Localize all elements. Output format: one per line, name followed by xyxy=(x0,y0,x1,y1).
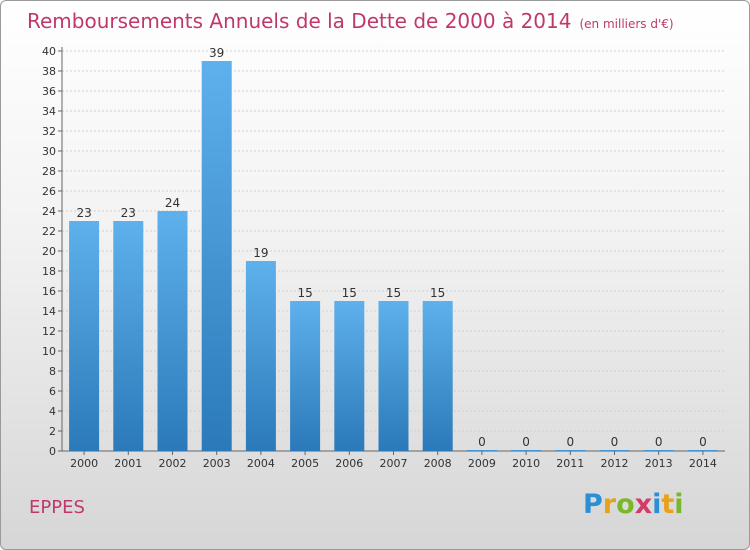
x-tick-label-2012: 2012 xyxy=(601,457,629,470)
bars xyxy=(69,61,718,451)
x-tick-label-2007: 2007 xyxy=(380,457,408,470)
logo-letter: x xyxy=(634,489,653,520)
logo-letter: o xyxy=(616,489,635,520)
data-label-2007: 15 xyxy=(386,286,401,300)
bar-2009 xyxy=(466,450,497,451)
bar-2014 xyxy=(687,450,718,451)
grid-lines xyxy=(62,50,725,452)
logo-letter: t xyxy=(661,489,675,520)
y-tick-label: 20 xyxy=(42,245,56,258)
data-label-2010: 0 xyxy=(522,435,530,449)
logo-letter: P xyxy=(583,489,603,520)
bar-2011 xyxy=(555,450,586,451)
y-tick-label: 14 xyxy=(42,305,56,318)
y-tick-label: 32 xyxy=(42,125,56,138)
x-tick-label-2008: 2008 xyxy=(424,457,452,470)
bar-2012 xyxy=(599,450,630,451)
data-label-2011: 0 xyxy=(566,435,574,449)
y-tick-label: 18 xyxy=(42,265,56,278)
commune-name: EPPES xyxy=(29,497,85,518)
x-tick-label-2010: 2010 xyxy=(512,457,540,470)
axes: 0246810121416182022242628303234363840200… xyxy=(42,45,725,470)
chart-unit: (en milliers d'€) xyxy=(579,17,674,31)
y-tick-label: 28 xyxy=(42,165,56,178)
bar-2010 xyxy=(511,450,542,451)
data-label-2012: 0 xyxy=(611,435,619,449)
data-labels: 23 23 24 39 19 15 15 15 15 0 0 0 0 0 0 xyxy=(76,46,706,449)
bar-2013 xyxy=(643,450,674,451)
y-tick-label: 34 xyxy=(42,105,56,118)
x-tick-label-2001: 2001 xyxy=(114,457,142,470)
y-tick-label: 40 xyxy=(42,45,56,58)
x-tick-label-2002: 2002 xyxy=(159,457,187,470)
data-label-2005: 15 xyxy=(297,286,312,300)
chart-title-text: Remboursements Annuels de la Dette de 20… xyxy=(27,9,572,33)
x-tick-label-2009: 2009 xyxy=(468,457,496,470)
y-tick-label: 22 xyxy=(42,225,56,238)
y-tick-label: 16 xyxy=(42,285,56,298)
x-tick-label-2003: 2003 xyxy=(203,457,231,470)
data-label-2008: 15 xyxy=(430,286,445,300)
y-tick-label: 24 xyxy=(42,205,56,218)
x-tick-label-2006: 2006 xyxy=(335,457,363,470)
bar-2002 xyxy=(157,211,188,451)
y-tick-label: 6 xyxy=(49,385,56,398)
data-label-2009: 0 xyxy=(478,435,486,449)
data-label-2014: 0 xyxy=(699,435,707,449)
y-tick-label: 8 xyxy=(49,365,56,378)
x-tick-label-2004: 2004 xyxy=(247,457,275,470)
y-tick-label: 4 xyxy=(49,405,56,418)
logo-letter: i xyxy=(674,489,684,520)
bar-2006 xyxy=(334,301,365,451)
x-tick-label-2013: 2013 xyxy=(645,457,673,470)
y-tick-label: 36 xyxy=(42,85,56,98)
y-tick-label: 12 xyxy=(42,325,56,338)
x-tick-label-2005: 2005 xyxy=(291,457,319,470)
chart-title: Remboursements Annuels de la Dette de 20… xyxy=(27,9,674,33)
data-label-2006: 15 xyxy=(342,286,357,300)
logo-letter: i xyxy=(652,489,662,520)
proxiti-logo: Proxiti xyxy=(583,489,684,520)
data-label-2000: 23 xyxy=(76,206,91,220)
bar-2007 xyxy=(378,301,409,451)
data-label-2003: 39 xyxy=(209,46,224,60)
x-tick-label-2000: 2000 xyxy=(70,457,98,470)
y-tick-label: 26 xyxy=(42,185,56,198)
logo-letter: r xyxy=(602,489,617,520)
data-label-2001: 23 xyxy=(121,206,136,220)
data-label-2002: 24 xyxy=(165,196,180,210)
data-label-2004: 19 xyxy=(253,246,268,260)
bar-2001 xyxy=(113,221,144,451)
bar-2008 xyxy=(422,301,453,451)
bar-2000 xyxy=(69,221,100,451)
bar-2005 xyxy=(290,301,321,451)
y-tick-label: 2 xyxy=(49,425,56,438)
data-label-2013: 0 xyxy=(655,435,663,449)
y-tick-label: 30 xyxy=(42,145,56,158)
x-tick-label-2011: 2011 xyxy=(556,457,584,470)
y-tick-label: 0 xyxy=(49,445,56,458)
y-tick-label: 38 xyxy=(42,65,56,78)
x-tick-label-2014: 2014 xyxy=(689,457,717,470)
bar-2004 xyxy=(245,261,276,451)
bar-2003 xyxy=(201,61,232,451)
y-tick-label: 10 xyxy=(42,345,56,358)
